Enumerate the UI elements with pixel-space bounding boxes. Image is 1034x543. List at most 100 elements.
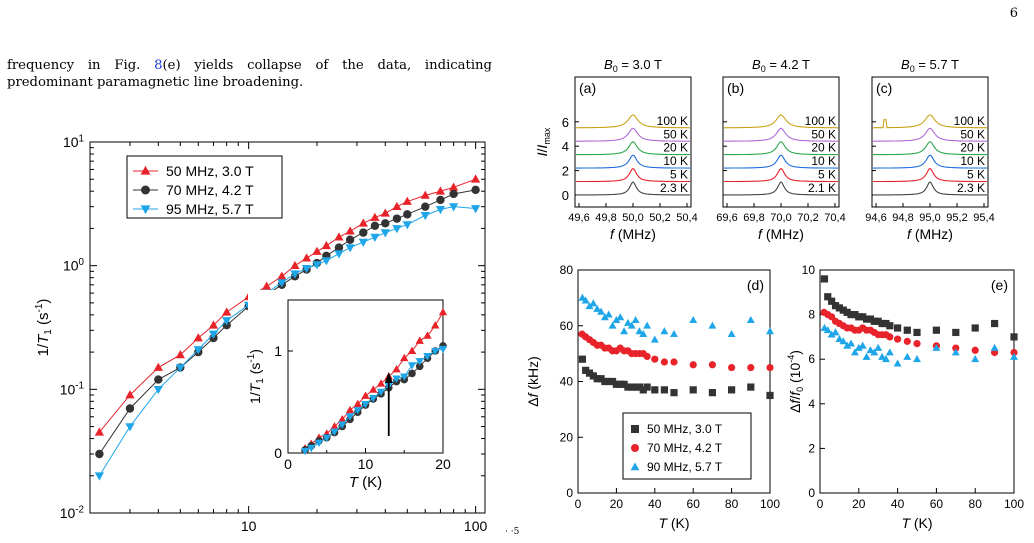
figure-ref-link[interactable]: 8: [154, 58, 163, 73]
data-point: [125, 423, 135, 432]
data-point: [747, 383, 755, 391]
y-tick-label: 10-2: [60, 504, 84, 521]
data-point: [290, 270, 300, 279]
data-point: [650, 335, 659, 343]
data-point: [589, 299, 598, 307]
y-tick-label: 20: [560, 430, 574, 444]
x-axis-label: T (K): [901, 515, 932, 531]
data-point: [708, 361, 717, 369]
data-point: [345, 244, 355, 253]
data-point: [376, 379, 386, 387]
data-point: [277, 279, 287, 288]
data-point: [643, 352, 651, 361]
panel-letter: (b): [727, 80, 744, 96]
data-point: [660, 386, 668, 394]
x-tick-label: 95,2: [946, 212, 967, 224]
data-point: [903, 352, 912, 360]
x-tick-label: 60: [687, 497, 701, 511]
data-point: [345, 405, 355, 414]
data-point: [407, 362, 417, 370]
data-point: [858, 341, 867, 349]
x-tick-label: 50,0: [622, 212, 643, 224]
temperature-label: 5 K: [670, 168, 688, 182]
y-tick-label: 2: [808, 441, 815, 455]
data-point: [597, 307, 605, 315]
spectrum-trace: [576, 114, 690, 129]
x-tick-label: 80: [725, 497, 739, 511]
legend-marker: [140, 165, 151, 175]
data-point: [423, 331, 432, 339]
data-point: [620, 327, 629, 335]
body-paragraph: frequency in Fig. 8(e) yields collapse o…: [7, 57, 492, 91]
data-point: [1010, 348, 1018, 357]
field-label: B0 = 5.7 T: [901, 57, 959, 74]
temperature-label: 2.3 K: [660, 181, 688, 195]
spectrum-trace: [724, 181, 838, 196]
y-tick-label: 4: [562, 139, 569, 154]
data-point: [380, 229, 390, 238]
x-tick-label: 60: [930, 497, 944, 511]
x-axis-label: f (MHz): [758, 226, 804, 242]
legend-label: 95 MHz, 5.7 T: [166, 201, 254, 217]
data-point: [746, 316, 755, 324]
data-point: [582, 366, 590, 374]
data-point: [651, 386, 659, 394]
data-point: [358, 218, 368, 227]
data-point: [643, 383, 651, 391]
page-number: 6: [1009, 6, 1018, 21]
data-point: [866, 315, 875, 323]
data-point: [882, 355, 890, 363]
data-point: [402, 221, 412, 230]
data-point: [408, 369, 416, 378]
data-point: [208, 330, 219, 339]
data-point: [932, 343, 941, 351]
data-point: [400, 373, 409, 381]
legend-marker: [631, 425, 639, 433]
data-point: [431, 347, 440, 356]
data-point: [766, 363, 774, 372]
data-point: [824, 293, 832, 301]
data-point: [913, 339, 921, 348]
panel-letter: (c): [876, 80, 892, 96]
data-point: [392, 201, 402, 211]
x-tick-label: 95,4: [973, 212, 994, 224]
x-axis-label: f (MHz): [610, 226, 656, 242]
data-point: [932, 326, 940, 334]
data-point: [835, 334, 844, 343]
legend-box: [622, 412, 752, 480]
y-tick-label: 80: [560, 263, 574, 277]
data-point: [612, 316, 621, 324]
x-axis-label: T (K): [658, 515, 689, 531]
data-point: [913, 328, 921, 337]
y-tick-label: 0: [808, 486, 815, 500]
bottom-fragment: · ·5: [505, 527, 520, 537]
data-point: [903, 326, 911, 334]
series-1: [578, 330, 774, 372]
data-point: [605, 377, 613, 386]
x-tick-label: 94,6: [865, 212, 886, 224]
series-2: [820, 323, 1018, 367]
spectrum-trace: [724, 141, 838, 156]
spectrum-trace: [576, 127, 690, 142]
x-tick-label: 0: [284, 456, 292, 472]
field-label: B0 = 4.2 T: [752, 57, 810, 74]
data-point: [193, 333, 203, 342]
x-tick-label: 70,0: [770, 212, 791, 224]
temperature-label: 100 K: [805, 114, 836, 128]
data-point: [261, 281, 272, 290]
y-tick-label: 40: [560, 375, 574, 389]
spectra-y-label: I/Imax: [534, 127, 552, 156]
spectrum-panel-0: B0 = 3.0 T (a) 49,6 49,8 50,0 50,2 50,4 f (MHz)…: [568, 57, 697, 242]
data-point: [885, 348, 894, 356]
x-tick-label: 50,2: [649, 212, 670, 224]
temperature-label: 50 K: [663, 127, 688, 141]
x-tick-label: 94,8: [892, 212, 913, 224]
data-point: [971, 324, 979, 332]
data-point: [670, 389, 678, 397]
data-point: [843, 341, 852, 349]
y-tick-label: 10-1: [60, 381, 84, 398]
data-point: [125, 390, 135, 399]
data-point: [403, 210, 412, 219]
data-point: [600, 313, 609, 321]
